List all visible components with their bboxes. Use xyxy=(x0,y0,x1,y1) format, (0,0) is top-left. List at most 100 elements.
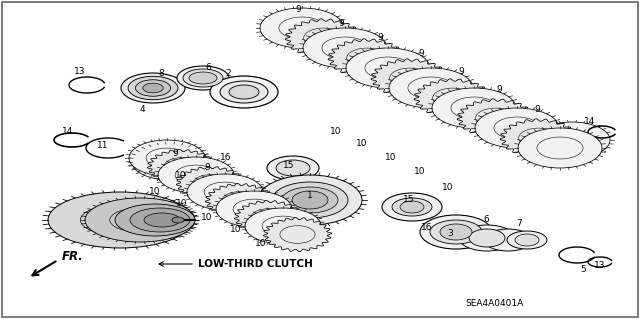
Ellipse shape xyxy=(144,213,180,227)
Ellipse shape xyxy=(282,186,339,214)
Ellipse shape xyxy=(130,208,190,232)
Ellipse shape xyxy=(365,57,411,79)
Text: 10: 10 xyxy=(330,127,342,136)
Text: 9: 9 xyxy=(534,105,540,114)
Text: SEA4A0401A: SEA4A0401A xyxy=(465,299,524,308)
Text: 10: 10 xyxy=(149,187,161,196)
Ellipse shape xyxy=(518,128,602,168)
Polygon shape xyxy=(414,79,491,117)
Ellipse shape xyxy=(193,175,228,192)
Ellipse shape xyxy=(245,208,321,244)
Ellipse shape xyxy=(430,220,482,244)
Ellipse shape xyxy=(48,192,192,248)
Ellipse shape xyxy=(392,198,432,216)
Text: 10: 10 xyxy=(255,239,267,248)
Polygon shape xyxy=(500,119,577,157)
Ellipse shape xyxy=(146,148,188,168)
Ellipse shape xyxy=(537,137,583,159)
Ellipse shape xyxy=(475,108,559,148)
Ellipse shape xyxy=(469,229,505,247)
Text: 9: 9 xyxy=(204,164,210,173)
Text: 9: 9 xyxy=(377,33,383,42)
Text: 1: 1 xyxy=(307,190,313,199)
Ellipse shape xyxy=(279,17,325,39)
Ellipse shape xyxy=(304,28,343,48)
Ellipse shape xyxy=(451,97,497,119)
Ellipse shape xyxy=(158,157,234,193)
Ellipse shape xyxy=(494,117,540,139)
Ellipse shape xyxy=(143,83,163,93)
Text: 9: 9 xyxy=(418,49,424,58)
Text: 7: 7 xyxy=(516,219,522,228)
Ellipse shape xyxy=(216,191,292,227)
Text: 4: 4 xyxy=(139,106,145,115)
Text: 14: 14 xyxy=(584,117,596,127)
Text: 6: 6 xyxy=(205,63,211,72)
Text: 10: 10 xyxy=(356,138,368,147)
Ellipse shape xyxy=(251,209,286,226)
Ellipse shape xyxy=(389,68,473,108)
Ellipse shape xyxy=(136,80,171,96)
Text: 9: 9 xyxy=(496,85,502,94)
Polygon shape xyxy=(205,183,274,218)
Text: 3: 3 xyxy=(447,229,453,239)
Ellipse shape xyxy=(432,88,516,128)
Ellipse shape xyxy=(476,108,515,128)
Ellipse shape xyxy=(484,229,532,251)
Ellipse shape xyxy=(132,144,208,180)
Text: 6: 6 xyxy=(483,216,489,225)
Ellipse shape xyxy=(222,192,257,209)
Ellipse shape xyxy=(551,130,593,150)
Ellipse shape xyxy=(210,76,278,108)
Ellipse shape xyxy=(267,156,319,180)
Ellipse shape xyxy=(420,215,492,249)
Text: 16: 16 xyxy=(421,224,433,233)
Ellipse shape xyxy=(121,73,185,103)
Ellipse shape xyxy=(183,69,223,87)
Text: 9: 9 xyxy=(295,4,301,13)
Text: 13: 13 xyxy=(74,68,86,77)
Text: FR.: FR. xyxy=(62,250,84,263)
Ellipse shape xyxy=(233,199,275,219)
Text: 10: 10 xyxy=(385,153,397,162)
Ellipse shape xyxy=(129,140,205,176)
Text: 2: 2 xyxy=(225,69,231,78)
Text: 10: 10 xyxy=(175,172,187,181)
Polygon shape xyxy=(328,39,405,77)
Text: 10: 10 xyxy=(414,167,426,176)
Ellipse shape xyxy=(260,8,344,48)
Ellipse shape xyxy=(322,37,368,59)
Ellipse shape xyxy=(347,48,387,68)
Text: 15: 15 xyxy=(284,160,295,169)
Ellipse shape xyxy=(172,217,184,223)
Ellipse shape xyxy=(85,198,195,242)
Ellipse shape xyxy=(390,68,429,88)
Ellipse shape xyxy=(175,165,217,185)
Ellipse shape xyxy=(282,187,338,213)
Ellipse shape xyxy=(507,231,547,249)
Ellipse shape xyxy=(408,77,454,99)
Ellipse shape xyxy=(128,76,178,100)
Text: LOW-THIRD CLUTCH: LOW-THIRD CLUTCH xyxy=(198,259,313,269)
Ellipse shape xyxy=(433,88,472,108)
Text: 10: 10 xyxy=(442,183,454,192)
Polygon shape xyxy=(147,149,216,183)
Ellipse shape xyxy=(262,216,304,236)
Text: 10: 10 xyxy=(176,199,188,209)
Text: 15: 15 xyxy=(403,195,415,204)
Text: 11: 11 xyxy=(97,140,109,150)
Ellipse shape xyxy=(459,225,515,251)
Text: 5: 5 xyxy=(580,265,586,275)
Text: 8: 8 xyxy=(158,69,164,78)
Ellipse shape xyxy=(400,201,424,213)
Text: 9: 9 xyxy=(458,68,464,77)
Ellipse shape xyxy=(149,152,191,172)
Polygon shape xyxy=(234,200,303,234)
Ellipse shape xyxy=(303,28,387,68)
Ellipse shape xyxy=(440,224,472,240)
Polygon shape xyxy=(285,19,362,57)
Text: 14: 14 xyxy=(62,128,74,137)
Ellipse shape xyxy=(109,208,170,232)
Ellipse shape xyxy=(280,226,315,243)
Text: 16: 16 xyxy=(220,153,232,162)
